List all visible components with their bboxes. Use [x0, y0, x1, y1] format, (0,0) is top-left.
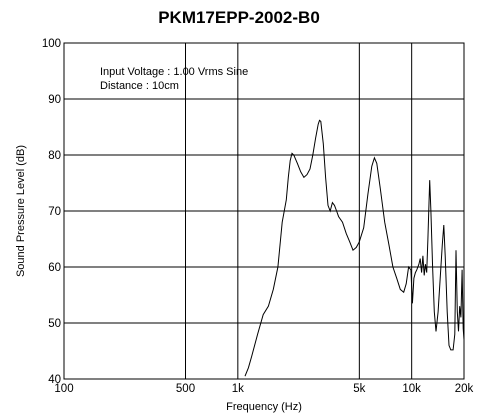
x-tick-label: 100 — [54, 383, 73, 395]
annotation-distance: Distance : 10cm — [100, 80, 179, 92]
x-tick-label: 10k — [402, 383, 421, 395]
y-tick-label: 100 — [42, 38, 61, 50]
x-tick-label: 20k — [455, 383, 474, 395]
grid-lines — [63, 42, 465, 380]
x-tick-label: 500 — [176, 383, 195, 395]
plot-frame — [63, 42, 465, 380]
spl-response-line — [244, 119, 465, 377]
y-tick-label: 70 — [48, 206, 61, 218]
x-tick-label: 1k — [232, 383, 244, 395]
y-tick-label: 80 — [48, 150, 61, 162]
y-axis-label: Sound Pressure Level (dB) — [15, 145, 27, 277]
y-tick-label: 90 — [48, 94, 61, 106]
x-tick-label: 5k — [353, 383, 365, 395]
y-tick-label: 50 — [48, 318, 61, 330]
annotation-voltage: Input Voltage : 1.00 Vrms Sine — [100, 66, 248, 78]
y-tick-label: 60 — [48, 262, 61, 274]
tick-labels: 40 50 60 70 80 90 100 100 500 1k 5k 10k 20k — [42, 38, 474, 395]
chart-title: PKM17EPP-2002-B0 — [158, 8, 320, 27]
y-tick-label: 40 — [48, 374, 61, 386]
x-axis-label: Frequency (Hz) — [226, 401, 302, 413]
